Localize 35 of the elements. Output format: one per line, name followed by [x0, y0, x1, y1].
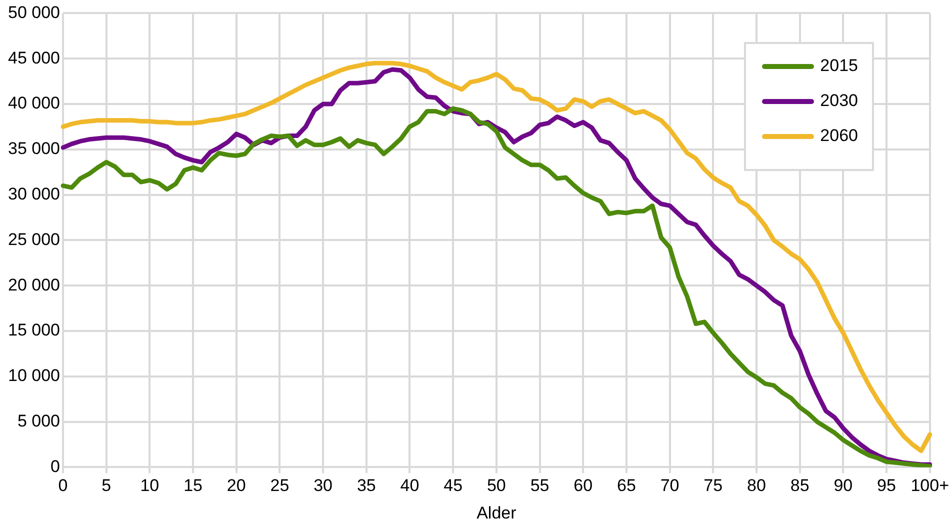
x-tick-label: 55: [530, 476, 550, 496]
x-tick-label: 75: [704, 476, 723, 496]
x-tick-label: 60: [574, 476, 593, 496]
y-tick-label: 20 000: [8, 275, 60, 294]
x-tick-label: 85: [790, 476, 810, 496]
x-tick-label: 5: [102, 476, 112, 496]
y-tick-label: 0: [50, 456, 60, 476]
x-tick-label: 15: [184, 476, 202, 496]
x-tick-label: 70: [660, 476, 680, 496]
y-tick-label: 45 000: [8, 48, 60, 68]
x-axis-title: Alder: [476, 503, 517, 522]
x-tick-label: 30: [314, 476, 333, 496]
y-tick-label: 35 000: [8, 139, 60, 158]
y-tick-label: 15 000: [8, 320, 60, 340]
x-tick-label: 95: [877, 476, 896, 496]
legend-label: 2015: [820, 56, 858, 76]
y-tick-label: 25 000: [8, 230, 60, 249]
x-tick-label: 25: [270, 476, 290, 496]
x-tick-label: 90: [834, 476, 853, 496]
x-tick-label: 10: [140, 476, 160, 496]
y-tick-label: 5 000: [17, 411, 60, 430]
x-tick-label: 100+: [910, 476, 950, 496]
x-tick-label: 35: [356, 476, 376, 496]
x-tick-label: 80: [747, 476, 766, 496]
y-tick-label: 10 000: [8, 366, 60, 386]
legend-label: 2060: [820, 126, 858, 146]
x-tick-label: 50: [486, 476, 506, 496]
x-tick-label: 40: [400, 476, 420, 496]
y-tick-label: 40 000: [8, 94, 60, 113]
x-tick-label: 65: [616, 476, 636, 496]
y-tick-label: 50 000: [8, 2, 60, 22]
y-tick-label: 30 000: [8, 184, 60, 204]
legend-label: 2030: [820, 91, 858, 111]
x-tick-label: 20: [226, 476, 246, 496]
x-tick-label: 45: [444, 476, 463, 496]
